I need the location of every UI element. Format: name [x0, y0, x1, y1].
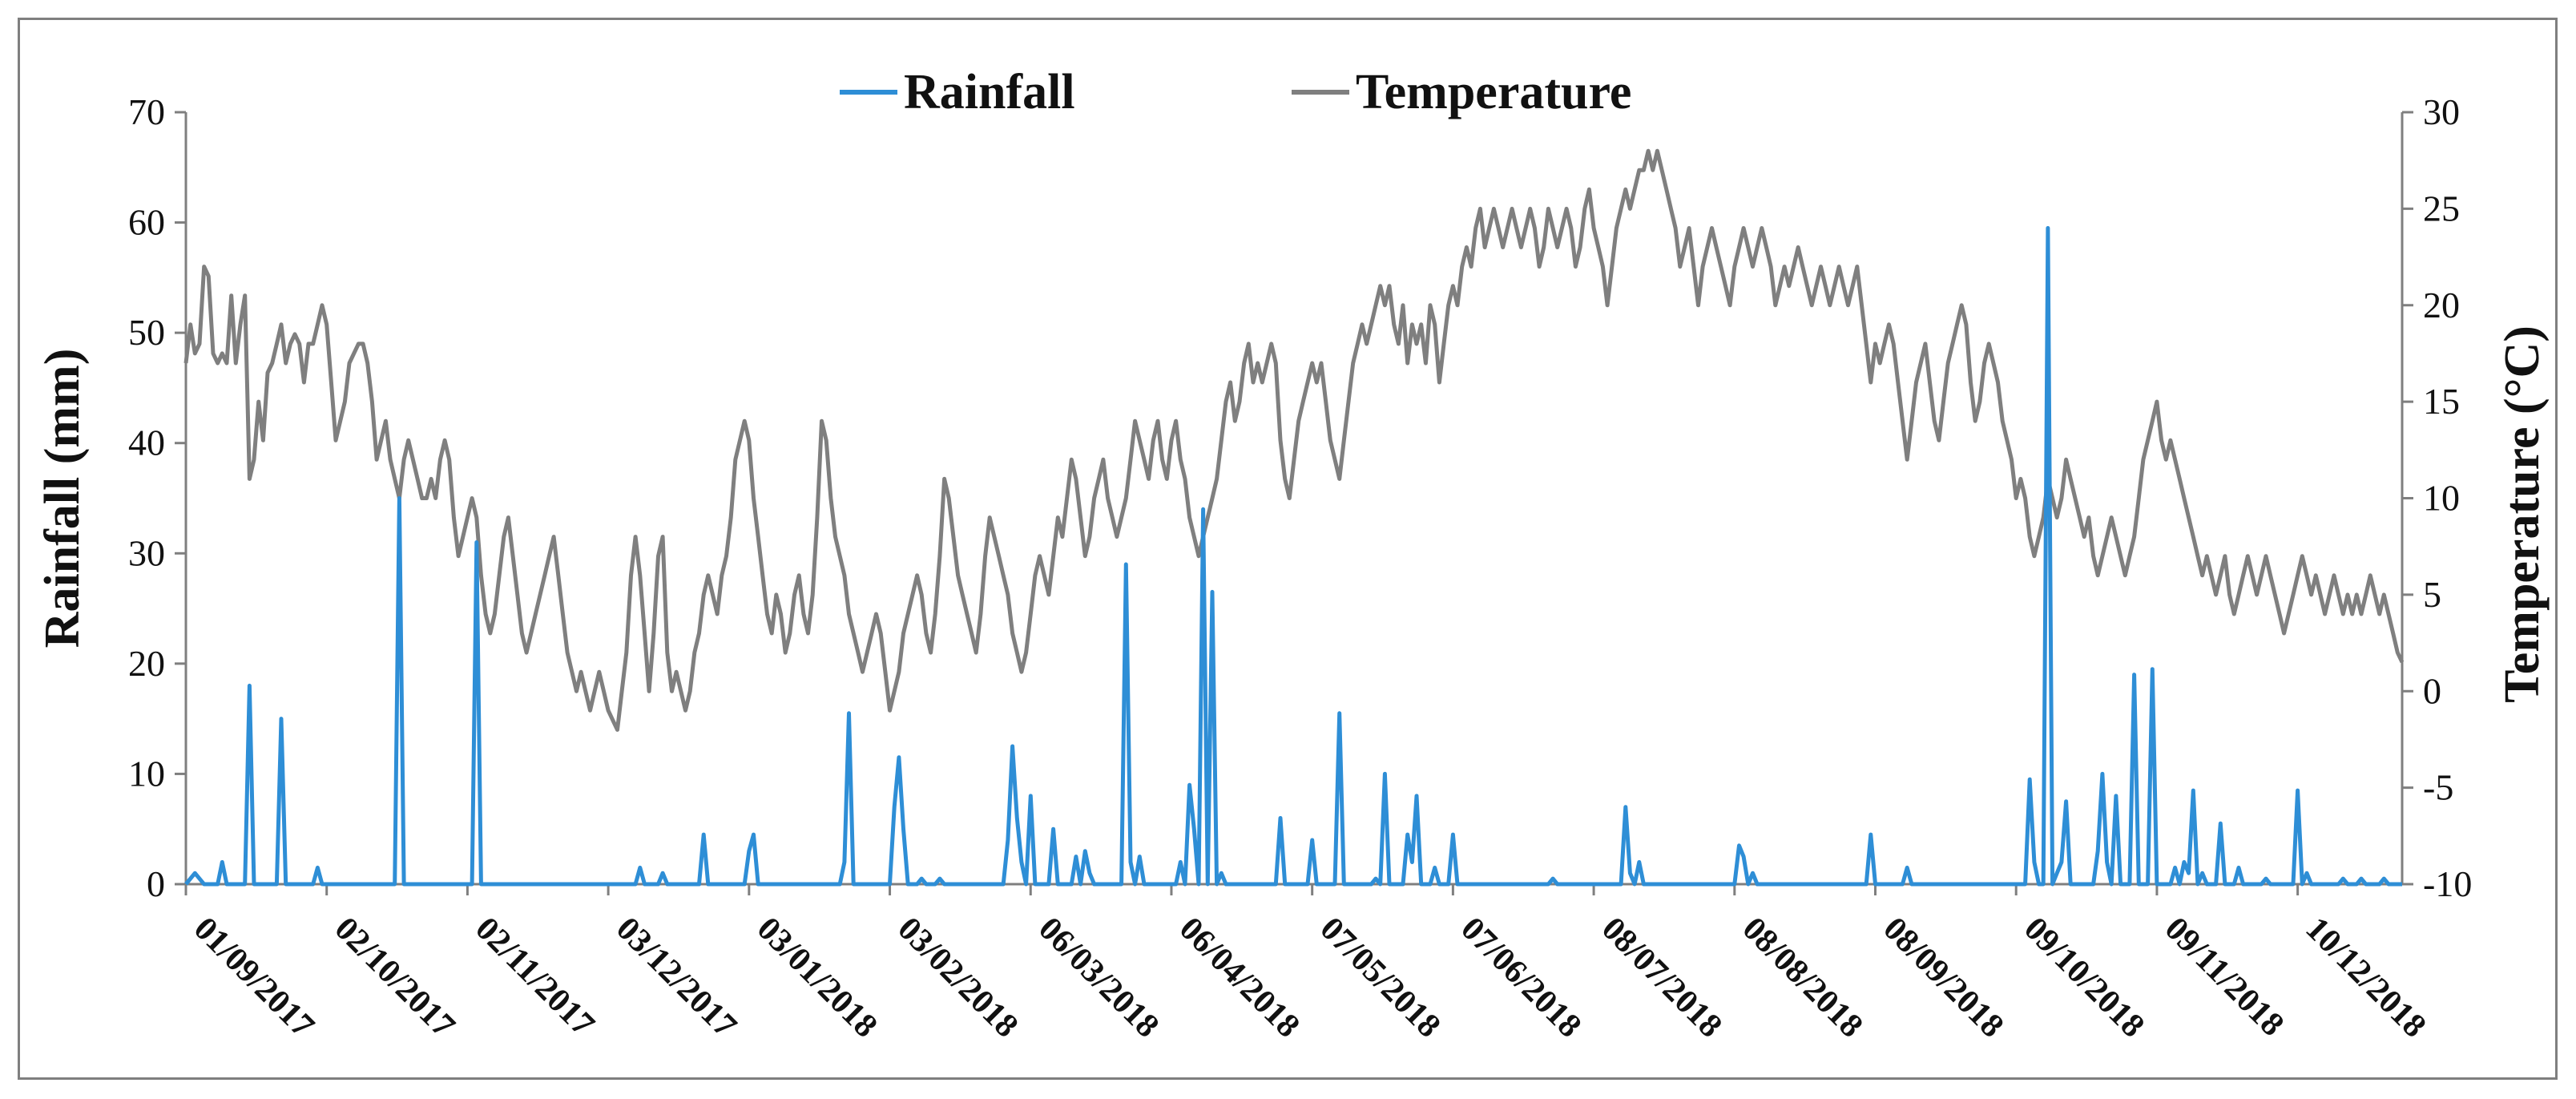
x-tick-label: 08/09/2018 [1876, 911, 2010, 1045]
right-y-tick-label: -10 [2423, 863, 2472, 904]
x-tick-label: 06/04/2018 [1172, 911, 1307, 1045]
legend-label-temperature: Temperature [1356, 65, 1631, 119]
left-y-axis-title: Rainfall (mm) [35, 349, 90, 648]
x-tick-label: 09/10/2018 [2017, 911, 2151, 1045]
right-y-tick-label: -5 [2423, 767, 2453, 808]
left-y-tick-label: 60 [128, 202, 165, 243]
series-line-temperature [183, 148, 2405, 732]
x-tick-label: 06/03/2018 [1031, 911, 1166, 1045]
x-tick-label: 09/11/2018 [2158, 911, 2291, 1044]
right-y-tick-label: 10 [2423, 478, 2460, 519]
right-y-tick-label: 15 [2423, 381, 2460, 422]
x-tick-label: 10/12/2018 [2299, 911, 2433, 1045]
right-y-tick-label: 0 [2423, 670, 2441, 711]
left-y-tick-label: 70 [128, 91, 165, 132]
right-y-tick-label: 20 [2423, 285, 2460, 325]
left-y-tick-label: 20 [128, 643, 165, 684]
x-tick-label: 08/07/2018 [1594, 911, 1729, 1045]
right-y-tick-label: 30 [2423, 91, 2460, 132]
right-y-axis-title: Temperature (°C) [2495, 325, 2550, 703]
series-line-rainfall [184, 226, 2402, 887]
left-y-tick-label: 0 [147, 863, 165, 904]
x-tick-label: 03/02/2018 [890, 911, 1025, 1045]
x-tick-label: 02/10/2017 [328, 911, 462, 1045]
left-y-tick-label: 50 [128, 312, 165, 353]
x-tick-label: 07/05/2018 [1313, 911, 1448, 1045]
left-y-tick-label: 30 [128, 532, 165, 573]
x-tick-label: 02/11/2017 [468, 911, 601, 1044]
left-y-tick-label: 10 [128, 753, 165, 794]
right-y-tick-label: 5 [2423, 574, 2441, 615]
x-tick-label: 01/09/2017 [187, 911, 321, 1045]
left-y-tick-label: 40 [128, 422, 165, 463]
x-tick-label: 07/06/2018 [1453, 911, 1588, 1045]
x-tick-label: 03/12/2017 [609, 911, 744, 1045]
right-y-tick-label: 25 [2423, 188, 2460, 228]
chart-frame [18, 18, 2558, 1080]
x-tick-label: 03/01/2018 [750, 911, 885, 1045]
legend-label-rainfall: Rainfall [904, 65, 1075, 119]
x-tick-label: 08/08/2018 [1735, 911, 1870, 1045]
